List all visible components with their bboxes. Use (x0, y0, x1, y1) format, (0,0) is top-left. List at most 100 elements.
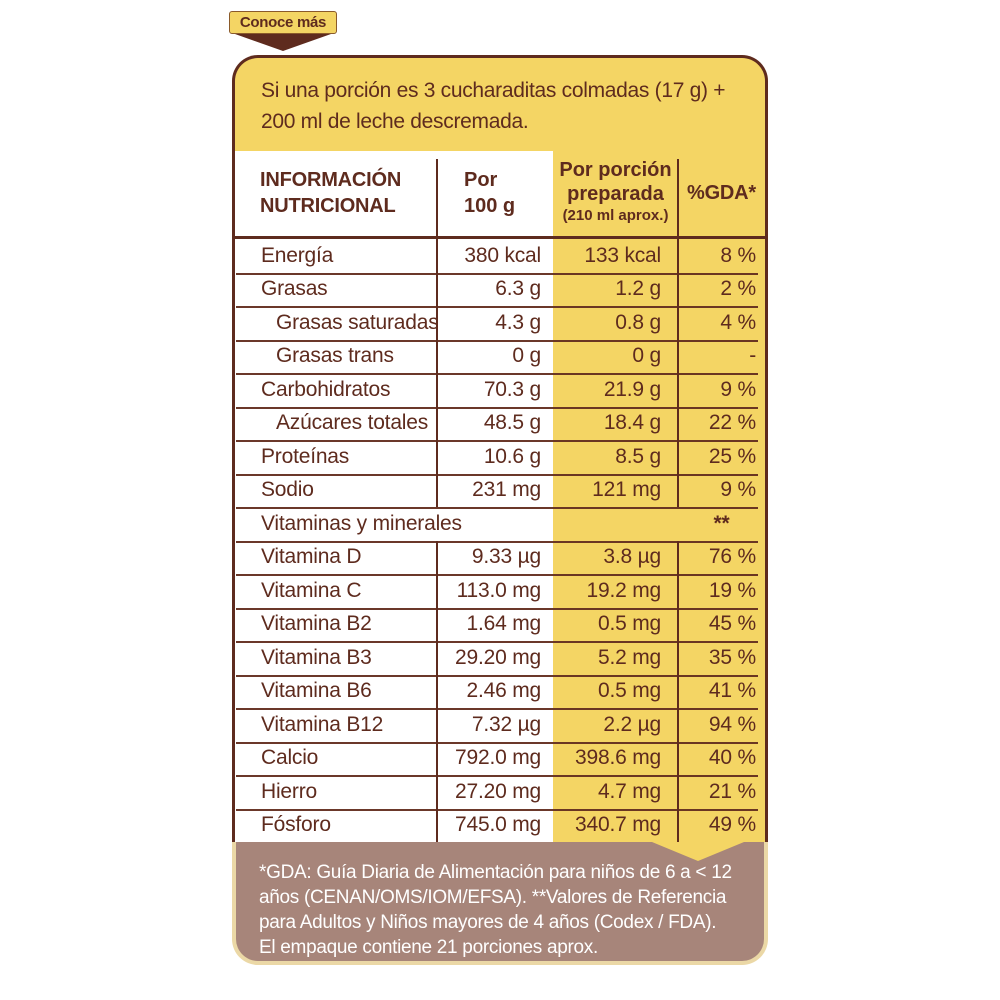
table-row: Proteínas 10.6 g 8.5 g 25 % (235, 440, 765, 474)
gda-value: 4 % (677, 306, 765, 340)
nutrient-label: Grasas trans (276, 344, 394, 368)
ribbon-point-icon (652, 842, 744, 861)
text-line: 200 ml de leche descremada. (261, 110, 529, 133)
value-per-100g (437, 507, 553, 541)
value-per-100g: 745.0 mg (436, 808, 553, 843)
gda-value: 41 % (677, 674, 765, 709)
text-line: Si una porción es 3 cucharaditas colmada… (261, 79, 726, 102)
value-per-100g: 4.3 g (436, 306, 553, 340)
table-row: Azúcares totales 48.5 g 18.4 g 22 % (235, 406, 765, 441)
table-header-row: INFORMACIÓN NUTRICIONAL Por 100 g Por po… (235, 151, 765, 239)
text-line: años (CENAN/OMS/IOM/EFSA). **Valores de … (259, 887, 727, 908)
label-upper-panel: Si una porción es 3 cucharaditas colmada… (232, 55, 768, 842)
header-gda: %GDA* (677, 151, 765, 236)
value-per-100g: 1.64 mg (436, 607, 553, 642)
nutrient-label: Grasas (261, 277, 328, 301)
nutrient-label: Sodio (261, 478, 314, 502)
gda-value: ** (713, 511, 730, 535)
value-per-100g: 70.3 g (436, 373, 553, 407)
nutrient-label: Vitaminas y minerales (261, 511, 462, 535)
gda-value: 94 % (677, 708, 765, 742)
table-row: Vitaminas y minerales ** (235, 507, 765, 541)
table-row: Vitamina B2 1.64 mg 0.5 mg 45 % (235, 607, 765, 642)
value-per-portion: 0.5 mg (598, 679, 661, 703)
value-per-portion: 2.2 µg (603, 712, 661, 736)
gda-value: 9 % (677, 373, 765, 407)
value-per-portion: 398.6 mg (575, 746, 661, 770)
gda-value: 76 % (677, 540, 765, 575)
value-per-portion: 133 kcal (584, 243, 661, 267)
gda-footnote: *GDA: Guía Diaria de Alimentación para n… (236, 842, 764, 960)
header-info-nutricional: INFORMACIÓN NUTRICIONAL (260, 169, 402, 217)
table-row: Fósforo 745.0 mg 340.7 mg 49 % (235, 808, 765, 843)
table-row: Grasas saturadas 4.3 g 0.8 g 4 % (235, 306, 765, 340)
nutrient-label: Vitamina C (261, 578, 362, 602)
table-row: Vitamina B3 29.20 mg 5.2 mg 35 % (235, 641, 765, 675)
conoce-mas-badge: Conoce más (229, 11, 337, 51)
arrow-down-icon (235, 34, 331, 51)
gda-value: 8 % (677, 239, 765, 273)
table-row: Grasas 6.3 g 1.2 g 2 % (235, 272, 765, 307)
nutrient-label: Hierro (261, 779, 317, 803)
nutrient-label: Vitamina D (261, 545, 362, 569)
table-row: Hierro 27.20 mg 4.7 mg 21 % (235, 775, 765, 809)
value-per-portion: 121 mg (592, 478, 661, 502)
gda-value: 40 % (677, 741, 765, 776)
table-row: Carbohidratos 70.3 g 21.9 g 9 % (235, 373, 765, 407)
nutrition-table: INFORMACIÓN NUTRICIONAL Por 100 g Por po… (235, 151, 765, 842)
value-per-100g: 6.3 g (436, 272, 553, 307)
gda-value: 19 % (677, 574, 765, 608)
value-per-100g: 231 mg (436, 473, 553, 508)
value-per-portion (553, 507, 678, 541)
nutrient-label: Calcio (261, 746, 319, 770)
text-line: *GDA: Guía Diaria de Alimentación para n… (259, 862, 732, 883)
value-per-100g: 29.20 mg (436, 641, 553, 675)
nutrient-label: Grasas saturadas (276, 310, 439, 334)
nutrient-label: Proteínas (261, 444, 350, 468)
badge-label: Conoce más (229, 11, 337, 34)
value-per-portion: 4.7 mg (598, 779, 661, 803)
header-por-porcion: Por porción preparada (210 ml aprox.) (559, 159, 672, 224)
label-footer: *GDA: Guía Diaria de Alimentación para n… (232, 842, 768, 965)
value-per-portion: 340.7 mg (575, 813, 661, 837)
text-line: El empaque contiene 21 porciones aprox. (259, 937, 598, 958)
serving-description: Si una porción es 3 cucharaditas colmada… (235, 58, 765, 151)
gda-value: - (677, 339, 765, 374)
nutrient-label: Fósforo (261, 813, 331, 837)
value-per-100g: 48.5 g (436, 406, 553, 441)
table-row: Sodio 231 mg 121 mg 9 % (235, 473, 765, 508)
value-per-portion: 0 g (632, 344, 661, 368)
gda-value: 22 % (677, 406, 765, 441)
nutrient-label: Vitamina B2 (261, 612, 372, 636)
value-per-100g: 2.46 mg (436, 674, 553, 709)
value-per-portion: 8.5 g (615, 444, 661, 468)
nutrient-label: Vitamina B6 (261, 679, 372, 703)
value-per-100g: 792.0 mg (436, 741, 553, 776)
nutrition-rows: Energía 380 kcal 133 kcal 8 % Grasas 6.3 g 1.2… (235, 239, 765, 842)
value-per-100g: 113.0 mg (436, 574, 553, 608)
table-row: Vitamina D 9.33 µg 3.8 µg 76 % (235, 540, 765, 575)
header-por-100g: Por 100 g (436, 151, 553, 236)
table-row: Vitamina B6 2.46 mg 0.5 mg 41 % (235, 674, 765, 709)
value-per-portion: 19.2 mg (586, 578, 662, 602)
value-per-portion: 1.2 g (615, 277, 661, 301)
text-line: para Adultos y Niños mayores de 4 años (… (259, 912, 717, 933)
value-per-100g: 27.20 mg (436, 775, 553, 809)
table-row: Energía 380 kcal 133 kcal 8 % (235, 239, 765, 273)
gda-value: 49 % (677, 808, 765, 843)
value-per-100g: 0 g (436, 339, 553, 374)
value-per-portion: 3.8 µg (603, 545, 661, 569)
gda-value: 25 % (677, 440, 765, 474)
gda-value: 21 % (677, 775, 765, 809)
gda-value: 35 % (677, 641, 765, 675)
value-per-portion: 18.4 g (603, 411, 661, 435)
nutrient-label: Carbohidratos (261, 377, 391, 401)
nutrient-label: Vitamina B3 (261, 645, 372, 669)
gda-value: 45 % (677, 607, 765, 642)
nutrient-label: Energía (261, 243, 334, 267)
value-per-portion: 0.5 mg (598, 612, 661, 636)
table-row: Calcio 792.0 mg 398.6 mg 40 % (235, 741, 765, 776)
value-per-portion: 21.9 g (603, 377, 661, 401)
